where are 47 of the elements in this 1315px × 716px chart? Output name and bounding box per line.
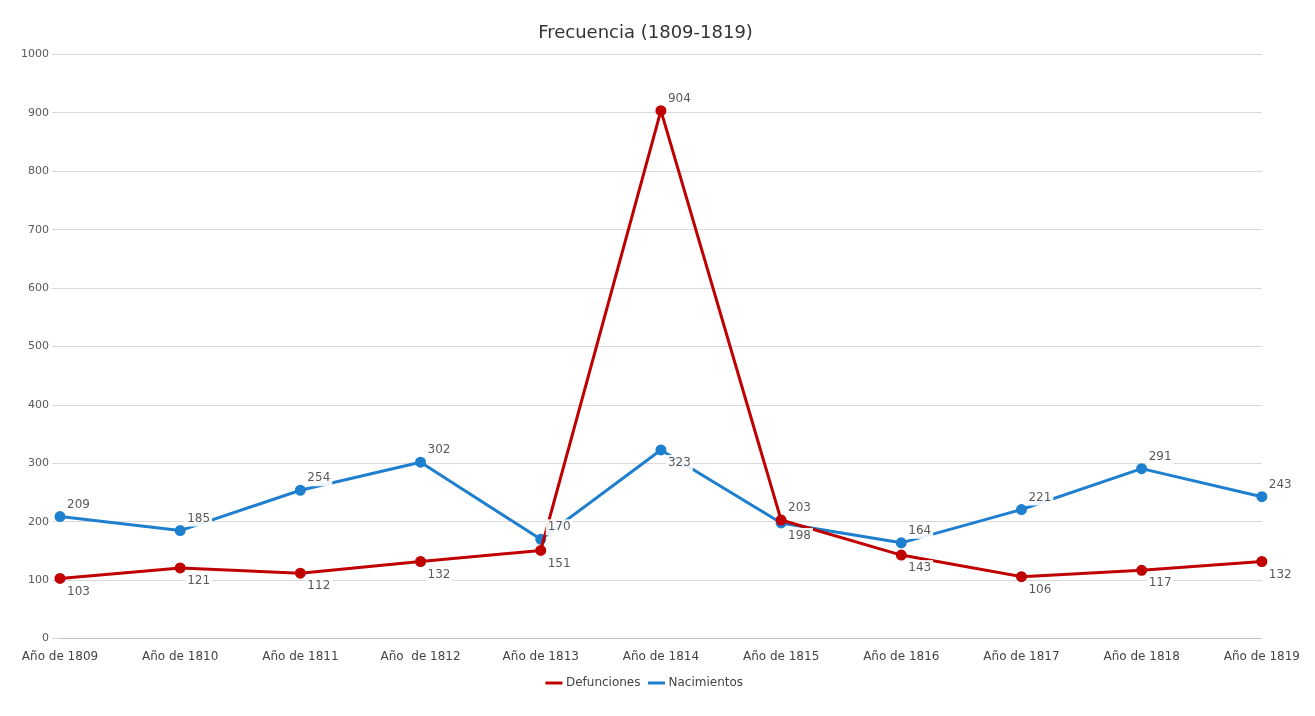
data-label: 106 — [1028, 581, 1052, 596]
data-label: 143 — [908, 560, 932, 575]
y-tick-label: 700 — [27, 222, 49, 236]
legend-label: Defunciones — [565, 675, 641, 690]
data-label: 243 — [1268, 476, 1292, 491]
x-tick-label: Año de 1814 — [622, 648, 700, 663]
y-tick-label: 1000 — [20, 47, 49, 61]
data-label: 198 — [788, 528, 812, 543]
y-tick-label: 100 — [27, 573, 49, 587]
data-label: 112 — [307, 578, 331, 593]
data-label: 132 — [427, 566, 451, 581]
chart-title: Frecuencia (1809-1819) — [538, 21, 753, 43]
data-label: 185 — [187, 510, 211, 525]
data-label: 132 — [1268, 566, 1292, 581]
x-tick-label: Año de 1813 — [502, 648, 579, 663]
y-tick-label: 300 — [27, 456, 49, 470]
x-tick-label: Año de 1809 — [21, 648, 99, 663]
data-label: 904 — [667, 90, 691, 105]
y-tick-label: 800 — [27, 164, 49, 178]
data-label: 221 — [1028, 489, 1052, 504]
x-tick-label: Año de 1818 — [1103, 648, 1180, 663]
x-tick-label: Año de 1816 — [863, 648, 940, 663]
y-tick-label: 200 — [27, 514, 49, 528]
data-label: 291 — [1148, 448, 1172, 463]
y-tick-label: 0 — [41, 631, 49, 645]
data-label: 164 — [908, 522, 932, 537]
x-tick-label: Año de 1817 — [983, 648, 1060, 663]
data-label: 209 — [66, 496, 90, 511]
data-label: 170 — [547, 519, 571, 534]
data-label: 121 — [187, 573, 211, 588]
x-tick-label: Año de 1811 — [262, 648, 339, 663]
x-tick-label: Año de 1819 — [1223, 648, 1300, 663]
x-tick-label: Año de 1815 — [742, 648, 820, 663]
legend-label: Nacimientos — [668, 675, 744, 690]
data-label: 117 — [1148, 575, 1172, 590]
data-label: 103 — [66, 583, 90, 598]
x-tick-label: Año de 1812 — [380, 648, 461, 663]
y-tick-label: 600 — [27, 281, 49, 295]
data-label: 323 — [667, 455, 691, 470]
data-label: 254 — [307, 470, 331, 485]
y-tick-label: 900 — [27, 105, 49, 119]
x-tick-label: Año de 1810 — [142, 648, 219, 663]
data-label: 151 — [547, 555, 571, 570]
data-label: 302 — [427, 442, 451, 457]
y-tick-label: 500 — [27, 339, 49, 353]
y-tick-label: 400 — [27, 397, 49, 411]
data-label: 203 — [788, 500, 812, 515]
